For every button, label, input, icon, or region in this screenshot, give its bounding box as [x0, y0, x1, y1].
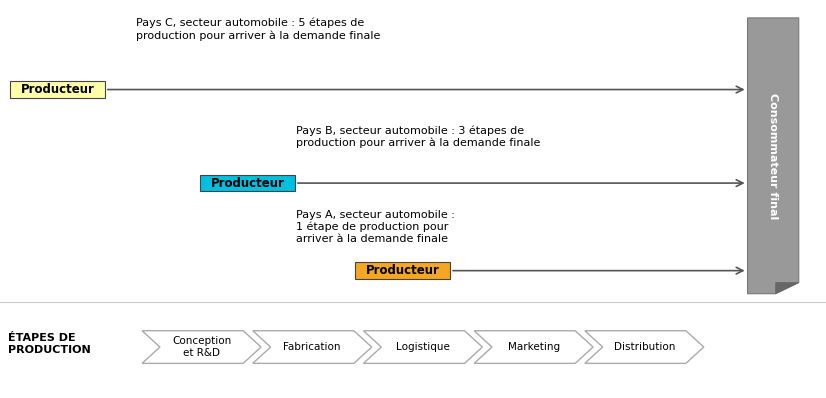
- Text: Pays B, secteur automobile : 3 étapes de
production pour arriver à la demande fi: Pays B, secteur automobile : 3 étapes de…: [296, 125, 540, 148]
- Text: Producteur: Producteur: [211, 177, 284, 189]
- Text: Producteur: Producteur: [366, 264, 439, 277]
- Text: Consommateur final: Consommateur final: [768, 93, 778, 219]
- Text: Marketing: Marketing: [507, 342, 560, 352]
- Polygon shape: [748, 18, 799, 294]
- Polygon shape: [142, 331, 261, 363]
- FancyBboxPatch shape: [355, 262, 450, 279]
- Text: Distribution: Distribution: [614, 342, 675, 352]
- FancyBboxPatch shape: [200, 175, 295, 191]
- Text: Pays C, secteur automobile : 5 étapes de
production pour arriver à la demande fi: Pays C, secteur automobile : 5 étapes de…: [136, 18, 381, 41]
- Text: Pays A, secteur automobile :
1 étape de production pour
arriver à la demande fin: Pays A, secteur automobile : 1 étape de …: [296, 210, 454, 244]
- Text: Conception
et R&D: Conception et R&D: [172, 336, 231, 358]
- Polygon shape: [585, 331, 704, 363]
- Polygon shape: [253, 331, 372, 363]
- Text: Fabrication: Fabrication: [283, 342, 341, 352]
- Text: Logistique: Logistique: [396, 342, 450, 352]
- Text: Producteur: Producteur: [21, 83, 94, 96]
- Polygon shape: [474, 331, 593, 363]
- Text: ÉTAPES DE
PRODUCTION: ÉTAPES DE PRODUCTION: [8, 334, 91, 355]
- Polygon shape: [776, 283, 799, 294]
- Polygon shape: [363, 331, 482, 363]
- FancyBboxPatch shape: [10, 81, 105, 98]
